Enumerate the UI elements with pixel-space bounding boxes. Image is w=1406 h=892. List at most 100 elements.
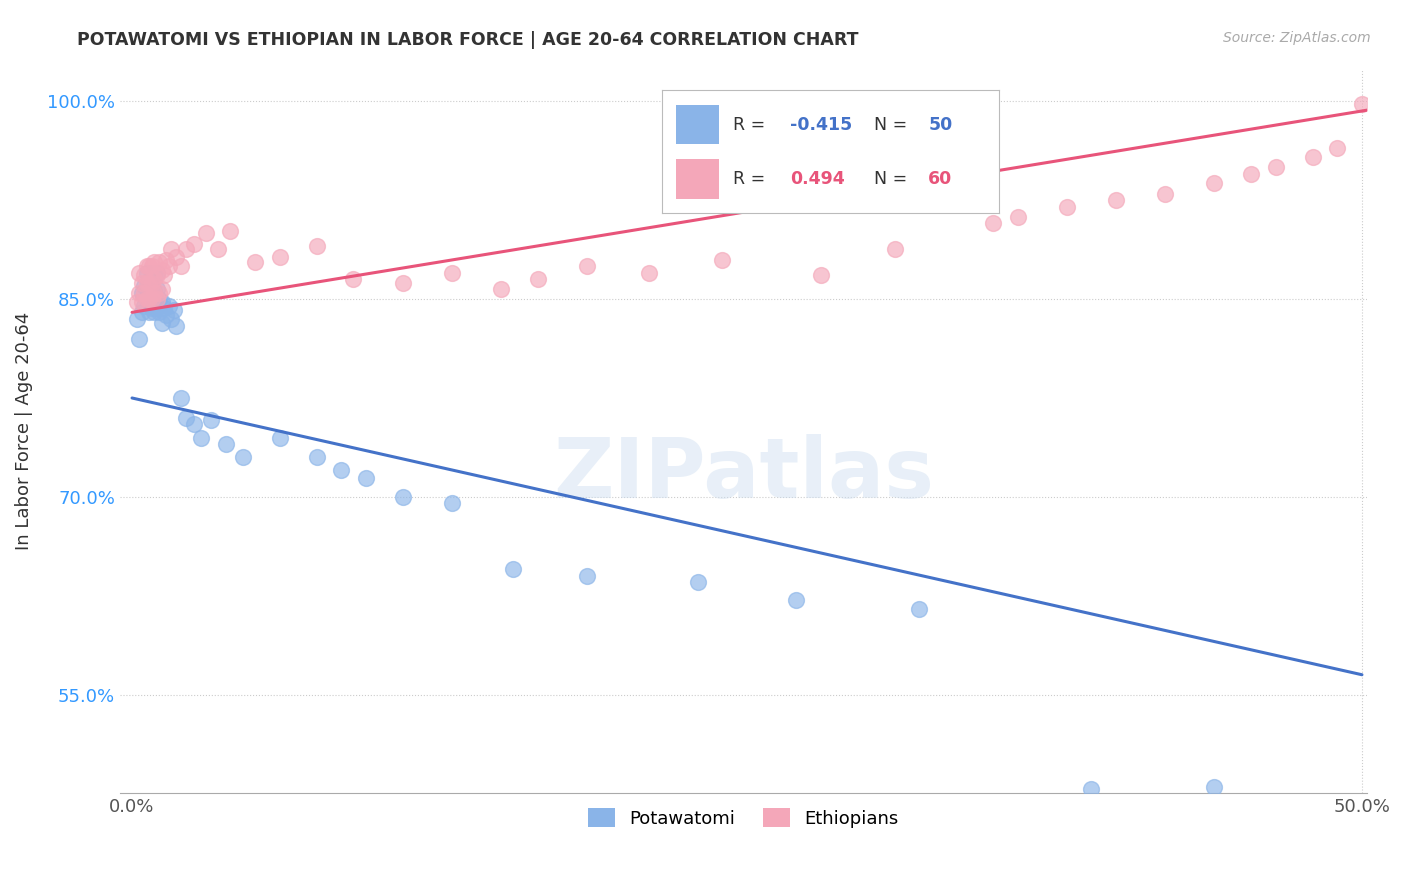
- Point: [134, 279, 156, 293]
- Point: [165, 318, 187, 333]
- Point: [711, 252, 734, 267]
- Point: [1204, 176, 1226, 190]
- Point: [134, 299, 156, 313]
- Point: [214, 437, 236, 451]
- Point: [145, 266, 167, 280]
- Point: [153, 301, 176, 316]
- Point: [305, 239, 328, 253]
- Point: [165, 250, 187, 264]
- Text: ZIPatlas: ZIPatlas: [553, 434, 934, 515]
- Point: [148, 305, 170, 319]
- Point: [269, 250, 291, 264]
- Point: [128, 266, 150, 280]
- Point: [686, 575, 709, 590]
- Point: [502, 562, 524, 576]
- Point: [145, 268, 167, 283]
- Point: [135, 292, 157, 306]
- Point: [138, 259, 160, 273]
- Point: [637, 266, 659, 280]
- Point: [128, 332, 150, 346]
- Point: [440, 496, 463, 510]
- Point: [141, 301, 163, 316]
- Point: [183, 417, 205, 432]
- Point: [391, 490, 413, 504]
- Point: [138, 292, 160, 306]
- Point: [1351, 97, 1374, 112]
- Point: [148, 292, 170, 306]
- Y-axis label: In Labor Force | Age 20-64: In Labor Force | Age 20-64: [15, 312, 32, 550]
- Point: [183, 236, 205, 251]
- Point: [163, 302, 186, 317]
- Point: [219, 224, 242, 238]
- Point: [1056, 200, 1078, 214]
- Point: [138, 277, 160, 291]
- Point: [141, 285, 163, 300]
- Point: [148, 255, 170, 269]
- Point: [232, 450, 254, 465]
- Point: [143, 272, 166, 286]
- Point: [1240, 167, 1263, 181]
- Point: [157, 299, 180, 313]
- Point: [128, 285, 150, 300]
- Point: [1264, 161, 1286, 175]
- Point: [143, 255, 166, 269]
- Point: [153, 268, 176, 283]
- Point: [138, 277, 160, 291]
- Point: [125, 294, 148, 309]
- Point: [143, 285, 166, 300]
- Point: [131, 294, 153, 309]
- Point: [810, 268, 832, 283]
- Point: [143, 268, 166, 283]
- Point: [354, 471, 377, 485]
- Text: Source: ZipAtlas.com: Source: ZipAtlas.com: [1223, 31, 1371, 45]
- Point: [200, 413, 222, 427]
- Point: [155, 308, 177, 322]
- Point: [131, 285, 153, 300]
- Point: [1204, 780, 1226, 794]
- Point: [135, 292, 157, 306]
- Point: [155, 252, 177, 267]
- Point: [1105, 194, 1128, 208]
- Point: [440, 266, 463, 280]
- Point: [150, 263, 173, 277]
- Point: [141, 292, 163, 306]
- Point: [141, 259, 163, 273]
- Point: [131, 277, 153, 291]
- Point: [342, 272, 364, 286]
- Point: [150, 316, 173, 330]
- Point: [527, 272, 550, 286]
- Point: [143, 305, 166, 319]
- Point: [157, 259, 180, 273]
- Point: [489, 282, 512, 296]
- Point: [134, 285, 156, 300]
- Point: [269, 430, 291, 444]
- Point: [207, 242, 229, 256]
- Point: [1326, 140, 1348, 154]
- Point: [141, 277, 163, 291]
- Point: [243, 255, 266, 269]
- Point: [125, 312, 148, 326]
- Point: [138, 305, 160, 319]
- Point: [190, 430, 212, 444]
- Point: [150, 282, 173, 296]
- Point: [135, 277, 157, 291]
- Legend: Potawatomi, Ethiopians: Potawatomi, Ethiopians: [581, 801, 905, 835]
- Point: [143, 285, 166, 299]
- Point: [576, 259, 599, 273]
- Point: [141, 266, 163, 280]
- Point: [330, 463, 353, 477]
- Point: [174, 242, 197, 256]
- Point: [1007, 211, 1029, 225]
- Point: [883, 242, 905, 256]
- Point: [145, 301, 167, 316]
- Point: [131, 305, 153, 319]
- Point: [1154, 186, 1177, 201]
- Point: [981, 216, 1004, 230]
- Point: [194, 226, 217, 240]
- Point: [135, 259, 157, 273]
- Point: [160, 312, 183, 326]
- Point: [148, 285, 170, 300]
- Point: [170, 259, 193, 273]
- Point: [1080, 782, 1102, 797]
- Point: [160, 242, 183, 256]
